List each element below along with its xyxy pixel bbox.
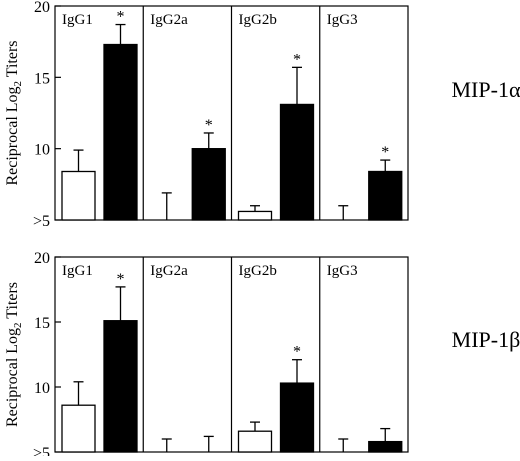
y-tick-label: 20 (34, 250, 50, 267)
y-axis-label: Reciprocal Log2 Titers (4, 282, 24, 427)
y-tick-label: >5 (33, 445, 50, 456)
bar-filled (191, 148, 226, 221)
bar-open (61, 404, 96, 453)
y-axis-label-suffix: Titers (4, 40, 21, 80)
significance-star: * (117, 271, 125, 288)
y-tick-label: 15 (34, 70, 50, 87)
y-tick-label: 20 (34, 0, 50, 16)
bar-open (237, 430, 273, 453)
y-axis-label-text: Reciprocal Log (4, 328, 21, 427)
y-axis-label-text: Reciprocal Log (4, 86, 21, 185)
panel-title: IgG1 (62, 12, 93, 28)
y-axis-label-subscript: 2 (12, 81, 24, 87)
y-axis-label-suffix: Titers (4, 282, 21, 322)
bar-filled (279, 103, 315, 221)
significance-star: * (293, 51, 301, 68)
panel-title: IgG3 (327, 263, 358, 279)
bar-open (237, 210, 273, 221)
significance-star: * (117, 9, 125, 26)
panel-title: IgG2b (239, 12, 277, 28)
panel-title: IgG2b (239, 263, 277, 279)
bar-open (61, 170, 96, 221)
bar-filled (368, 440, 403, 453)
panel-title: IgG3 (327, 12, 358, 28)
bar-filled (368, 170, 403, 221)
chart-row-mip1beta: 20 15 10 >5 Reciprocal Log2 Titers MIP-1β IgG1… (4, 250, 520, 461)
chart-row-mip1alpha: 20 15 10 >5 Reciprocal Log2 Titers MIP-1α IgG1… (4, 0, 520, 230)
y-tick-label: 15 (34, 315, 50, 332)
y-axis-label-subscript: 2 (12, 322, 24, 328)
significance-star: * (205, 117, 213, 134)
row-label: MIP-1α (452, 77, 520, 102)
significance-star: * (293, 344, 301, 361)
bar-filled (103, 320, 138, 453)
y-tick-label: 10 (34, 142, 50, 159)
bar-filled (279, 382, 315, 453)
y-axis-label: Reciprocal Log2 Titers (4, 40, 24, 185)
bar-filled (103, 43, 138, 221)
panel-title: IgG2a (150, 263, 188, 279)
significance-star: * (381, 144, 389, 161)
y-tick-label: 10 (34, 380, 50, 397)
y-tick-label: >5 (33, 213, 50, 230)
panel-title: IgG2a (150, 12, 188, 28)
panel-title: IgG1 (62, 263, 93, 279)
row-label: MIP-1β (452, 327, 520, 352)
